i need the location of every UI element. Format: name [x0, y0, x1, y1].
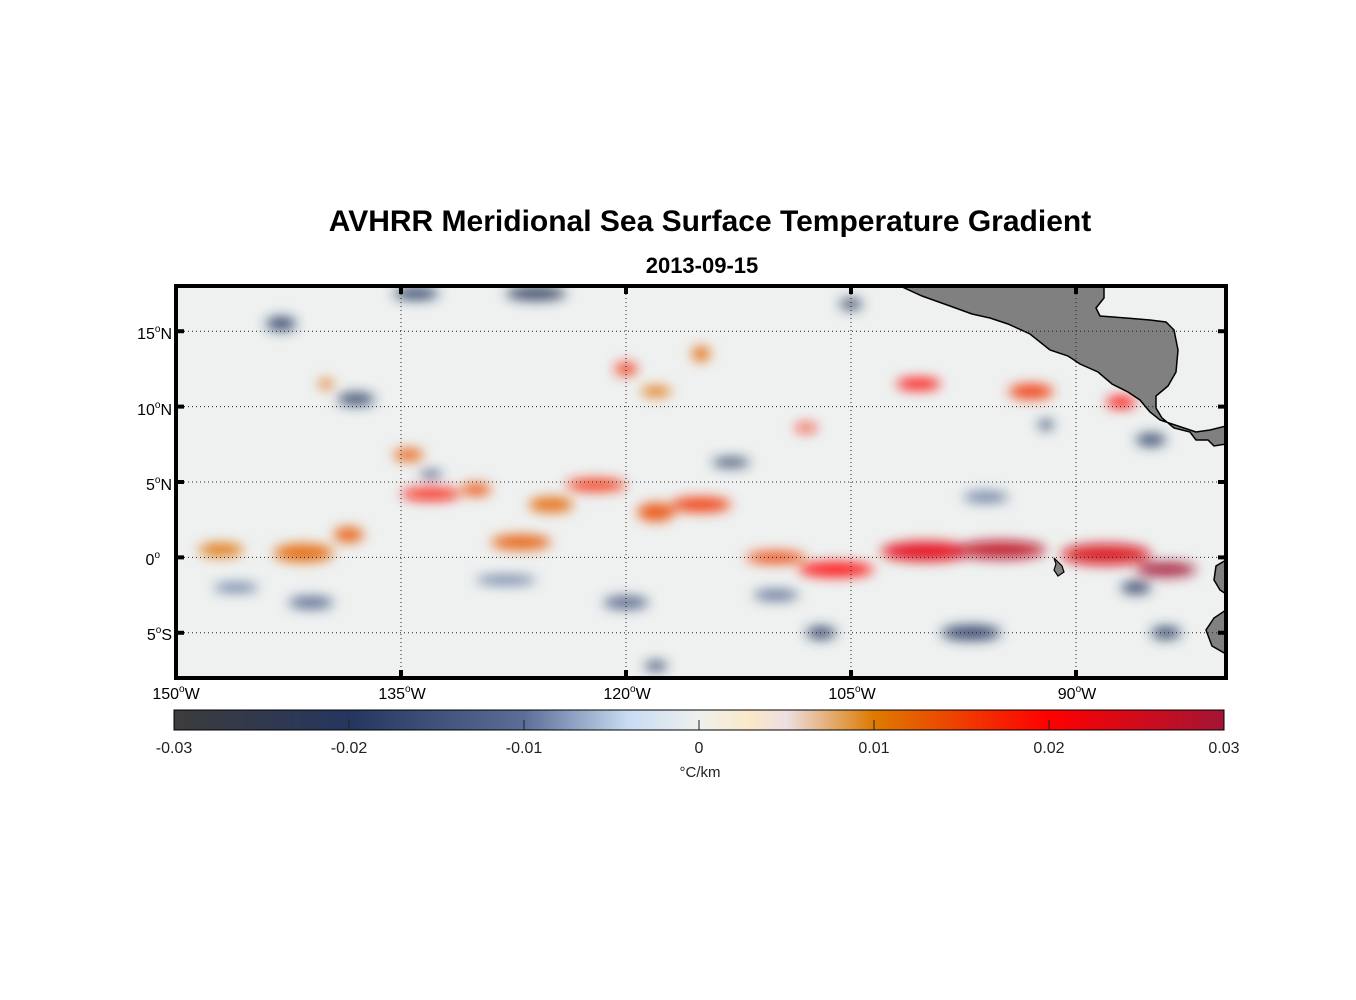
positive-gradient-feature — [333, 527, 364, 543]
positive-gradient-feature — [1008, 384, 1054, 400]
colorbar-ticks — [348, 720, 1050, 730]
positive-gradient-feature — [692, 346, 710, 362]
chart-title: AVHRR Meridional Sea Surface Temperature… — [328, 205, 1092, 238]
positive-gradient-feature — [198, 543, 244, 557]
negative-gradient-feature — [1038, 420, 1054, 430]
negative-gradient-feature — [839, 298, 863, 310]
lon-label-150w: 150oW — [152, 684, 200, 703]
positive-gradient-feature — [798, 561, 874, 577]
lon-label-90w: 90oW — [1057, 684, 1097, 703]
negative-gradient-feature — [941, 625, 1001, 641]
negative-gradient-feature — [1121, 581, 1151, 594]
negative-gradient-feature — [712, 457, 750, 467]
colorbar-label: -0.01 — [505, 740, 543, 757]
negative-gradient-feature — [963, 491, 1009, 503]
positive-gradient-feature — [794, 423, 818, 432]
negative-gradient-feature — [476, 575, 536, 585]
positive-gradient-feature — [401, 488, 461, 501]
lon-label-120w: 120oW — [603, 684, 651, 703]
land-galapagos — [1053, 557, 1065, 577]
positive-gradient-feature — [318, 379, 334, 389]
positive-gradient-feature — [671, 497, 731, 513]
negative-gradient-feature — [337, 393, 375, 406]
lat-label-0: 0o — [145, 550, 160, 569]
lat-label-5n: 5oN — [145, 475, 172, 494]
colorbar-label: 0.02 — [1033, 740, 1065, 757]
land-central-america — [899, 286, 1226, 655]
graticule — [176, 286, 1226, 678]
positive-gradient-feature — [1061, 543, 1151, 565]
colorbar — [173, 709, 1225, 731]
positive-gradient-feature — [1136, 561, 1196, 577]
colorbar-units: °C/km — [679, 764, 721, 781]
negative-gradient-feature — [213, 583, 259, 593]
lon-label-105w: 105oW — [828, 684, 876, 703]
lon-label-135w: 135oW — [378, 684, 426, 703]
colorbar-label: 0.03 — [1208, 740, 1240, 757]
positive-gradient-feature — [273, 543, 334, 562]
negative-gradient-feature — [644, 661, 668, 671]
positive-gradient-feature — [1106, 396, 1136, 409]
colorbar-label: 0.01 — [858, 740, 890, 757]
positive-gradient-feature — [641, 386, 671, 397]
negative-gradient-feature — [393, 287, 439, 300]
negative-gradient-feature — [1151, 626, 1181, 639]
negative-gradient-feature — [1136, 433, 1166, 446]
positive-gradient-feature — [637, 503, 675, 522]
negative-gradient-feature — [266, 316, 296, 331]
positive-gradient-feature — [566, 478, 626, 492]
negative-gradient-feature — [419, 470, 443, 479]
lat-label-5s: 5oS — [146, 625, 172, 644]
positive-gradient-feature — [461, 483, 491, 496]
colorbar-label: -0.03 — [155, 740, 193, 757]
positive-gradient-feature — [614, 362, 638, 375]
lat-label-15n: 15oN — [137, 324, 172, 343]
positive-gradient-feature — [528, 497, 574, 513]
axis-ticks — [174, 286, 1226, 678]
land-south-america — [1205, 559, 1226, 655]
land-mexico-central-america — [899, 286, 1226, 447]
gradient-features — [198, 286, 1196, 671]
positive-gradient-feature — [491, 534, 551, 550]
positive-gradient-feature — [393, 448, 424, 461]
lat-label-10n: 10oN — [137, 400, 172, 419]
negative-gradient-feature — [288, 596, 334, 609]
positive-gradient-feature — [881, 541, 971, 562]
negative-gradient-feature — [753, 589, 799, 601]
colorbar-label: -0.02 — [330, 740, 368, 757]
positive-gradient-feature — [896, 377, 941, 391]
negative-gradient-feature — [506, 286, 566, 301]
positive-gradient-feature — [956, 540, 1046, 559]
colorbar-label: 0 — [694, 740, 704, 757]
chart-subtitle: 2013-09-15 — [645, 253, 759, 278]
